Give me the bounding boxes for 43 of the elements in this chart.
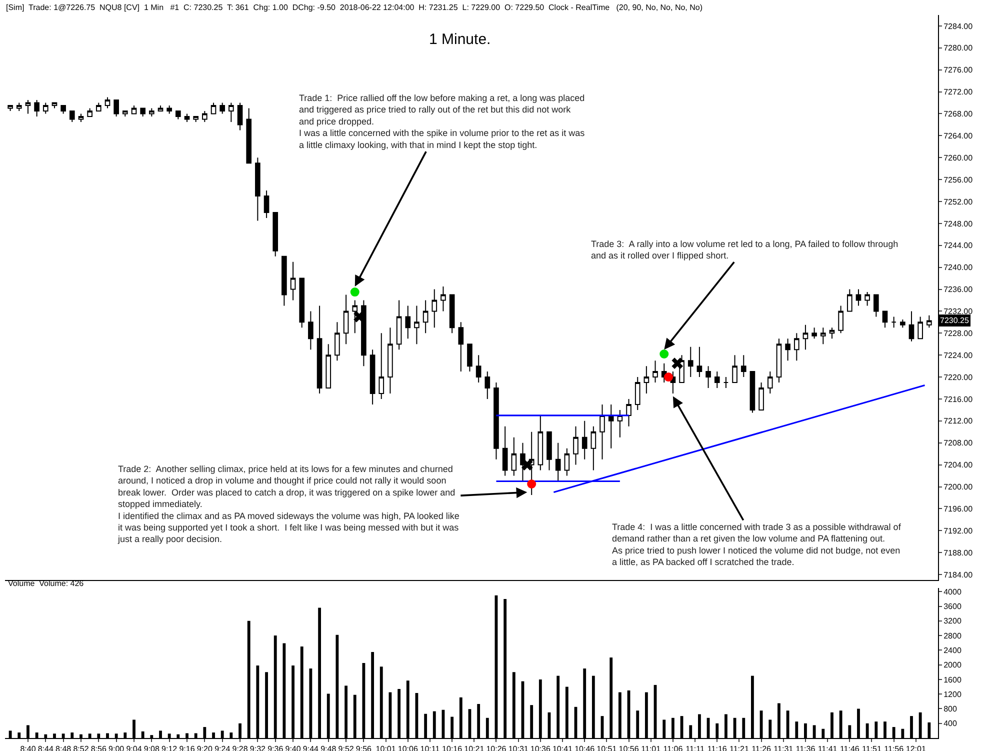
y-tick-label: 1600 — [944, 675, 962, 684]
y-tick-label: 7220.00 — [944, 372, 974, 382]
y-tick-label: 7228.00 — [944, 328, 974, 338]
y-tick-label: 7232.00 — [944, 307, 974, 316]
y-tick-label: 7216.00 — [944, 394, 974, 404]
y-tick-label: 7276.00 — [944, 66, 974, 75]
text: 1 Minute. — [429, 31, 491, 48]
y-tick-label: 7192.00 — [944, 526, 974, 536]
y-tick-label: 7204.00 — [944, 460, 974, 470]
y-tick-label: 7260.00 — [944, 153, 974, 162]
y-tick-label: 7240.00 — [944, 263, 974, 272]
y-tick-label: 7284.00 — [944, 22, 974, 31]
y-tick-label: 7200.00 — [944, 482, 974, 492]
annotation: Trade 1: Price rallied off the low before making a ret, a long was placed and triggered as price tried to rally out of the ret but this did not work and price dropped. I was a little concerned with the spike in volume prior to the ret as it was a little climaxy looking, with that in mind I kept the stop tight. — [299, 93, 586, 150]
y-tick-label: 7252.00 — [944, 197, 974, 206]
y-tick-label: 7208.00 — [944, 438, 974, 448]
y-tick-label: 4000 — [944, 587, 962, 596]
y-tick-label: 2800 — [944, 631, 962, 640]
y-tick-label: 7268.00 — [944, 110, 974, 119]
y-tick-label: 3600 — [944, 602, 962, 612]
y-tick-label: 7248.00 — [944, 219, 974, 228]
y-tick-label: 7188.00 — [944, 548, 974, 558]
y-tick-label: 2400 — [944, 646, 962, 655]
y-tick-label: 7244.00 — [944, 241, 974, 250]
y-tick-label: 7280.00 — [944, 44, 974, 53]
y-tick-label: 400 — [944, 719, 958, 728]
annotation: 7230.25 — [940, 316, 970, 325]
y-tick-label: 3200 — [944, 616, 962, 626]
y-tick-label: 7256.00 — [944, 175, 974, 184]
y-tick-label: 7272.00 — [944, 88, 974, 97]
y-tick-label: 7184.00 — [944, 570, 974, 580]
y-tick-label: 2000 — [944, 660, 962, 670]
annotation: Trade 3: A rally into a low volume ret led to a long, PA failed to follow through and as it rolled over I flipped short. — [591, 239, 898, 261]
y-tick-label: 7212.00 — [944, 416, 974, 426]
y-tick-label: 7264.00 — [944, 131, 974, 140]
annotation: Trade 4: I was a little concerned with trade 3 as a possible withdrawal of demand rather than a ret given the low volume and PA flattening out. As price tried to push lower I noticed the volume did not budge, not even a little, as PA backed off I scratched the trade. — [612, 522, 902, 568]
text: [Sim] Trade: 1@7226.75 NQU8 [CV] 1 Min #1 C: 7230.25 T: 361 Chg: 1.00 DChg: -9.50 2018-06-22 12:04:00 H: 7231.25 L: 7229.00 O: 7229.50 Clock - RealTime (20, 90, No, No, No, No) — [6, 3, 703, 12]
y-tick-label: 800 — [944, 704, 958, 714]
annotation: Trade 2: Another selling climax, price held at its lows for a few minutes and churned around, I noticed a drop in volume and thought if price could not rally it would soon break lower. Order was placed to catch a drop, it was triggered on a spike lower and stopped immediately. I identified the climax and as PA moved sideways the volume was high, PA looked like it was being supported yet I took a short. I felt like I was being messed with but it was just a really poor decision. — [117, 464, 460, 544]
y-tick-label: 7196.00 — [944, 504, 974, 514]
y-tick-label: 7236.00 — [944, 285, 974, 294]
y-tick-label: 1200 — [944, 690, 962, 699]
y-tick-label: 7224.00 — [944, 350, 974, 360]
